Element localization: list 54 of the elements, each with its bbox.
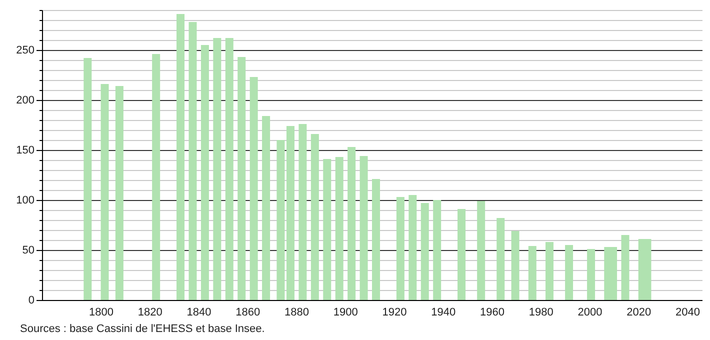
bar <box>276 140 285 300</box>
y-tick-label: 50 <box>22 244 34 256</box>
x-tick-label: 1980 <box>528 306 554 318</box>
bar <box>250 77 258 300</box>
x-tick-label: 1960 <box>480 306 504 318</box>
x-tick-label: 1900 <box>333 306 358 318</box>
bar <box>477 201 486 300</box>
bar <box>587 249 596 300</box>
bar <box>225 38 234 300</box>
bar <box>360 156 368 300</box>
y-tick-label: 100 <box>16 194 34 206</box>
bar <box>565 245 574 300</box>
y-tick-label: 0 <box>28 294 34 306</box>
bar <box>396 197 404 300</box>
source-note: Sources : base Cassini de l'EHESS et base Insee. <box>20 323 265 335</box>
bar <box>200 45 209 300</box>
bar <box>458 209 466 300</box>
y-tick-label: 150 <box>16 144 34 156</box>
y-tick-label: 200 <box>16 94 34 106</box>
x-tick-label: 2020 <box>626 306 652 318</box>
bar <box>433 200 442 300</box>
bar <box>213 38 222 300</box>
bar <box>84 58 92 300</box>
x-tick-label: 1820 <box>138 306 162 318</box>
bar <box>323 159 332 300</box>
x-tick-label: 2040 <box>675 306 700 318</box>
bar <box>100 84 109 300</box>
bar <box>372 179 380 300</box>
y-tick-label: 250 <box>16 44 34 56</box>
bar <box>528 246 536 300</box>
bar <box>621 235 630 300</box>
bar <box>496 218 505 300</box>
x-tick-label: 1880 <box>284 306 309 318</box>
bar <box>511 231 520 300</box>
x-tick-label: 1840 <box>186 306 212 318</box>
bar <box>286 126 294 300</box>
x-tick-label: 1920 <box>382 306 407 318</box>
bar <box>310 134 319 300</box>
bar <box>348 147 356 300</box>
bar <box>420 203 429 300</box>
bar <box>408 195 417 300</box>
bar <box>188 22 197 300</box>
bar <box>335 157 344 300</box>
bar <box>115 86 124 300</box>
bar <box>238 57 246 300</box>
bar <box>545 242 554 300</box>
bar <box>152 54 160 300</box>
bar <box>298 124 307 300</box>
x-tick-label: 1800 <box>89 306 114 318</box>
bar <box>262 116 270 300</box>
x-tick-label: 2000 <box>578 306 602 318</box>
x-tick-label: 1860 <box>236 306 260 318</box>
x-tick-label: 1940 <box>431 306 456 318</box>
bar <box>176 14 185 300</box>
